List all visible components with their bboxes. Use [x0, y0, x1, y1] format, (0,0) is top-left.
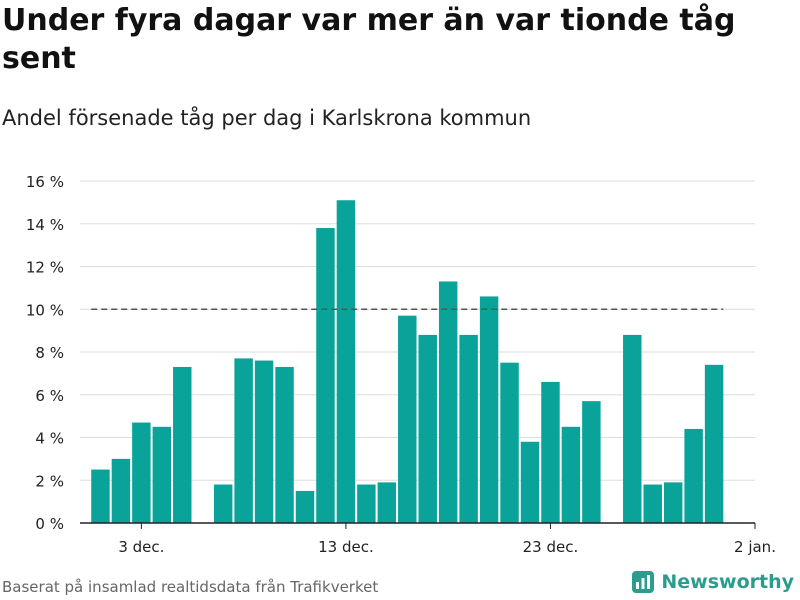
bar: [132, 422, 151, 523]
y-axis-labels: 0 % 2 % 4 % 6 % 8 % 10 % 12 % 14 % 16 %: [26, 173, 64, 533]
source-note: Baserat på insamlad realtidsdata från Tr…: [2, 578, 379, 596]
bar: [295, 490, 315, 523]
y-tick-label: 0 %: [35, 515, 64, 533]
bar: [418, 334, 437, 523]
bar: [152, 426, 172, 523]
x-axis: 3 dec. 13 dec. 23 dec. 2 jan.: [80, 522, 776, 556]
bar: [438, 281, 458, 523]
bar: [316, 228, 335, 523]
y-tick-label: 16 %: [26, 173, 64, 191]
bar: [213, 484, 233, 523]
bar: [377, 482, 397, 523]
bar: [173, 366, 192, 523]
brand-logo: Newsworthy: [631, 570, 794, 594]
x-tick-label: 2 jan.: [734, 538, 776, 556]
bar: [541, 381, 560, 523]
x-tick-label: 13 dec.: [318, 538, 374, 556]
bar: [500, 362, 519, 523]
newsworthy-logo-icon: [632, 571, 655, 593]
bar: [520, 441, 540, 523]
bar: [643, 484, 662, 523]
bar: [479, 296, 499, 523]
bar: [704, 364, 724, 523]
bar: [684, 428, 703, 523]
bar-chart: 0 % 2 % 4 % 6 % 8 % 10 % 12 % 14 % 16 % 3 dec. 13…: [26, 173, 776, 556]
bar: [582, 401, 601, 523]
bar: [91, 469, 110, 523]
y-tick-label: 2 %: [35, 472, 64, 490]
bar: [111, 458, 131, 523]
bar: [275, 366, 294, 523]
y-tick-label: 12 %: [26, 259, 64, 277]
chart-title: Under fyra dagar var mer än var tionde t…: [2, 3, 736, 76]
y-tick-label: 10 %: [26, 301, 64, 319]
y-tick-label: 14 %: [26, 216, 64, 234]
bar: [357, 484, 376, 523]
bar: [254, 360, 274, 523]
y-tick-label: 6 %: [35, 387, 64, 405]
y-tick-label: 4 %: [35, 430, 64, 448]
bar: [398, 315, 417, 523]
brand-name: Newsworthy: [661, 571, 794, 593]
y-tick-label: 8 %: [35, 344, 64, 362]
bar: [234, 358, 253, 523]
bar: [336, 200, 356, 524]
bars: [91, 200, 724, 524]
x-tick-label: 23 dec.: [523, 538, 579, 556]
bar: [459, 334, 478, 523]
x-tick-label: 3 dec.: [118, 538, 164, 556]
bar: [623, 334, 642, 523]
bar: [663, 482, 683, 523]
chart-subtitle: Andel försenade tåg per dag i Karlskrona…: [2, 106, 532, 130]
bar: [561, 426, 581, 523]
